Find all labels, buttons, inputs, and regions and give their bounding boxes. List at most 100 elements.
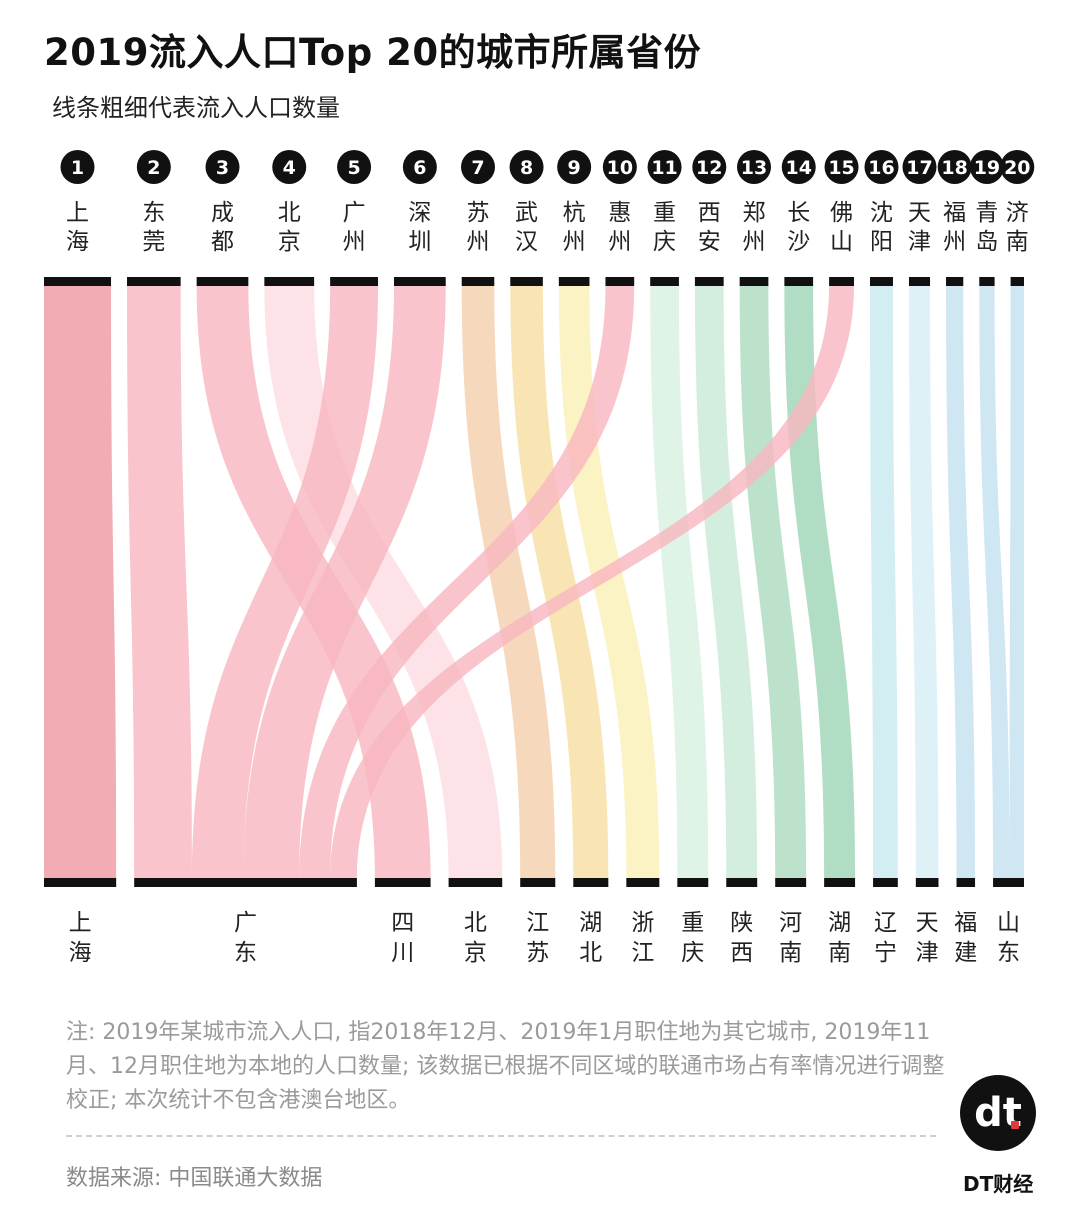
rank-badge [1000, 150, 1035, 184]
city-label: 西 [698, 200, 721, 226]
rank-badge [692, 150, 727, 184]
city-bar [784, 277, 814, 286]
city-label: 州 [608, 229, 631, 255]
city-bar [127, 277, 181, 286]
city-bar [908, 277, 931, 286]
rank-badges: 1 2 3 4 5 6 7 8 9 10 11 12 13 14 15 16 17 18 19 20 [60, 150, 1035, 184]
city-label: 津 [908, 229, 931, 255]
rank-number: 3 [216, 157, 229, 179]
province-label: 广 [234, 910, 257, 936]
province-bar [677, 878, 709, 887]
rank-badge [737, 150, 772, 184]
city-label: 苏 [467, 200, 490, 226]
city-label: 庆 [653, 229, 676, 255]
rank-badge [864, 150, 899, 184]
city-label: 成 [211, 200, 234, 226]
city-label: 莞 [142, 229, 165, 255]
rank-badge [781, 150, 816, 184]
dt-logo-text: DT财经 [963, 1172, 1034, 1196]
rank-badge [337, 150, 372, 184]
city-label: 长 [787, 200, 810, 226]
province-label: 四 [391, 910, 414, 936]
city-label: 重 [653, 200, 676, 226]
city-label: 山 [830, 229, 853, 255]
city-bar [510, 277, 543, 286]
province-bar [873, 878, 898, 887]
city-label: 佛 [830, 200, 853, 226]
city-bar [605, 277, 635, 286]
province-label: 江 [526, 910, 549, 936]
flow-ribbon [127, 286, 192, 878]
flow-ribbon [461, 286, 556, 878]
province-label: 南 [779, 940, 802, 966]
province-bars [44, 878, 1024, 887]
chart-title: 2019流入人口Top 20的城市所属省份 [44, 31, 702, 74]
city-label: 州 [743, 229, 766, 255]
province-label: 东 [234, 940, 257, 966]
city-label: 济 [1006, 200, 1029, 226]
city-label: 州 [467, 229, 490, 255]
province-bar [44, 878, 117, 887]
rank-number: 5 [347, 157, 360, 179]
city-label: 天 [908, 200, 931, 226]
province-label: 福 [954, 910, 977, 936]
city-label: 州 [943, 229, 966, 255]
rank-badge [902, 150, 937, 184]
province-bar [956, 878, 976, 887]
city-bar [869, 277, 893, 286]
city-label: 北 [278, 200, 301, 226]
flow-ribbon [510, 286, 609, 878]
city-bar [264, 277, 315, 286]
province-label: 北 [464, 910, 487, 936]
city-label: 深 [408, 200, 431, 226]
province-bar [626, 878, 660, 887]
province-label: 山 [997, 910, 1020, 936]
city-label: 安 [698, 229, 721, 255]
flow-ribbon [191, 286, 379, 878]
rank-number: 17 [906, 157, 932, 179]
province-label: 河 [779, 910, 802, 936]
rank-number: 9 [568, 157, 581, 179]
flow-ribbon [908, 286, 939, 878]
rank-badge [647, 150, 682, 184]
province-label: 川 [391, 940, 414, 966]
city-bar [330, 277, 379, 286]
rank-number: 2 [147, 157, 160, 179]
province-label: 建 [954, 940, 977, 966]
flow-ribbon [739, 286, 807, 878]
province-bar [573, 878, 609, 887]
province-bar [374, 878, 431, 887]
city-label: 沈 [870, 200, 893, 226]
province-bar [520, 878, 556, 887]
chart-subtitle: 线条粗细代表流入人口数量 [52, 94, 340, 122]
flow-ribbon [650, 286, 709, 878]
flow-ribbon [869, 286, 898, 878]
province-label: 天 [916, 910, 939, 936]
rank-badge [402, 150, 437, 184]
sankey-chart: 1 2 3 4 5 6 7 8 9 10 11 12 13 14 15 16 17 18 19 20 上海东莞成都北京… [44, 150, 1035, 966]
rank-number: 10 [607, 157, 633, 179]
province-label: 京 [464, 940, 487, 966]
city-label: 郑 [743, 200, 766, 226]
city-label: 青 [975, 200, 998, 226]
footnote: 注: 2019年某城市流入人口, 指2018年12月、2019年1月职住地为其它… [66, 1020, 945, 1113]
rank-badge [205, 150, 240, 184]
province-label: 北 [579, 940, 602, 966]
city-bar [394, 277, 446, 286]
rank-badge [60, 150, 95, 184]
rank-number: 4 [283, 157, 296, 179]
city-label: 州 [343, 229, 366, 255]
city-bar [558, 277, 590, 286]
flow-ribbon [1009, 286, 1024, 878]
city-label: 阳 [870, 229, 893, 255]
city-bar [694, 277, 724, 286]
city-bar [1010, 277, 1024, 286]
city-label: 岛 [975, 229, 998, 255]
province-label: 南 [828, 940, 851, 966]
rank-badge [969, 150, 1004, 184]
city-label: 都 [211, 229, 234, 255]
rank-number: 19 [974, 157, 1000, 179]
rank-badge [136, 150, 171, 184]
